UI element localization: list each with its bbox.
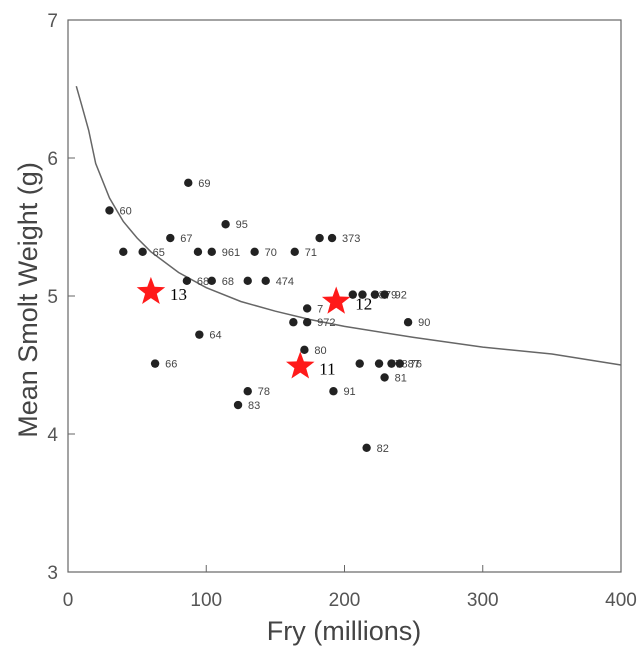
data-point: [138, 247, 147, 257]
data-point-label: 69: [198, 178, 210, 190]
data-point: [289, 318, 298, 327]
data-point-label: 82: [377, 443, 389, 455]
data-point-label: 7: [317, 303, 323, 315]
highlight-star: [321, 286, 351, 314]
data-point: [243, 387, 252, 396]
data-point-label: 60: [119, 205, 131, 217]
data-point-label: 65: [153, 247, 165, 259]
x-axis: 0 100 200 300 400: [63, 565, 637, 611]
data-point: [380, 290, 389, 299]
data-point: [362, 443, 371, 452]
y-tick-label: 5: [47, 287, 58, 308]
data-point: [182, 276, 192, 286]
x-axis-title: Fry (millions): [267, 616, 422, 646]
data-point: [315, 233, 324, 243]
data-point: [207, 247, 216, 257]
data-point: [207, 276, 216, 286]
data-point: [302, 318, 312, 327]
data-point-label: 68: [197, 276, 209, 288]
data-point-label: 66: [165, 359, 177, 371]
data-point-label: 972: [317, 317, 335, 329]
data-point: [395, 359, 404, 368]
y-tick-label: 3: [47, 563, 58, 584]
data-point: [193, 247, 203, 257]
x-tick-label: 200: [329, 590, 361, 611]
highlight-star: [286, 351, 315, 379]
data-point-label: 64: [209, 330, 221, 342]
data-point: [221, 220, 230, 229]
y-tick-label: 7: [47, 11, 58, 32]
highlight-star-label: 12: [355, 295, 372, 314]
data-point: [355, 359, 364, 368]
data-point-label: 68: [222, 276, 234, 288]
data-point-label: 81: [395, 372, 407, 384]
fitted-curve: [75, 85, 622, 366]
highlight-star-label: 11: [319, 359, 335, 378]
data-point: [327, 233, 337, 243]
data-point-label: 92: [395, 290, 407, 302]
data-point: [243, 276, 252, 286]
data-point: [358, 290, 367, 299]
data-point: [370, 290, 380, 299]
y-axis-title: Mean Smolt Weight (g): [13, 162, 43, 438]
highlight-stars: 13 12 11: [136, 276, 372, 379]
data-point: [250, 247, 259, 257]
data-point-label: 80: [314, 345, 326, 357]
data-point: [302, 304, 312, 313]
data-point: [119, 247, 128, 257]
data-point: [261, 276, 270, 286]
data-points: 6960956737365961707168684747879927972906…: [105, 178, 430, 455]
data-point: [195, 330, 204, 339]
data-point: [374, 359, 384, 368]
data-point: [348, 290, 357, 299]
x-tick-label: 100: [190, 590, 222, 611]
data-point: [403, 318, 413, 327]
data-point: [150, 359, 160, 368]
data-point-label: 887: [402, 359, 420, 371]
y-axis: 3 4 5 6 7: [47, 11, 75, 584]
data-point-label: 78: [258, 386, 270, 398]
data-point: [233, 400, 243, 410]
data-point-label: 90: [418, 317, 430, 329]
data-point-label: 71: [305, 247, 317, 259]
data-point: [380, 373, 389, 382]
data-point-label: 70: [265, 247, 277, 259]
data-point-label: 76: [410, 359, 422, 371]
highlight-star: [136, 276, 166, 304]
data-point-label: 83: [248, 400, 260, 412]
data-point-label: 961: [222, 247, 240, 259]
data-point: [184, 178, 193, 188]
x-tick-label: 0: [63, 590, 74, 611]
data-point-label: 474: [276, 276, 294, 288]
data-point: [166, 233, 175, 243]
data-point-label: 95: [236, 219, 248, 231]
data-point: [329, 387, 338, 396]
y-tick-label: 6: [47, 149, 58, 170]
data-point: [290, 247, 299, 257]
y-tick-label: 4: [47, 425, 58, 446]
x-tick-label: 300: [467, 590, 499, 611]
data-point-label: 67: [180, 233, 192, 245]
x-tick-label: 400: [605, 590, 637, 611]
data-point: [387, 359, 396, 368]
data-point: [300, 345, 309, 355]
data-point: [105, 206, 114, 215]
data-point-label: 373: [342, 233, 360, 245]
highlight-star-label: 13: [170, 285, 187, 304]
data-point-label: 91: [343, 386, 355, 398]
